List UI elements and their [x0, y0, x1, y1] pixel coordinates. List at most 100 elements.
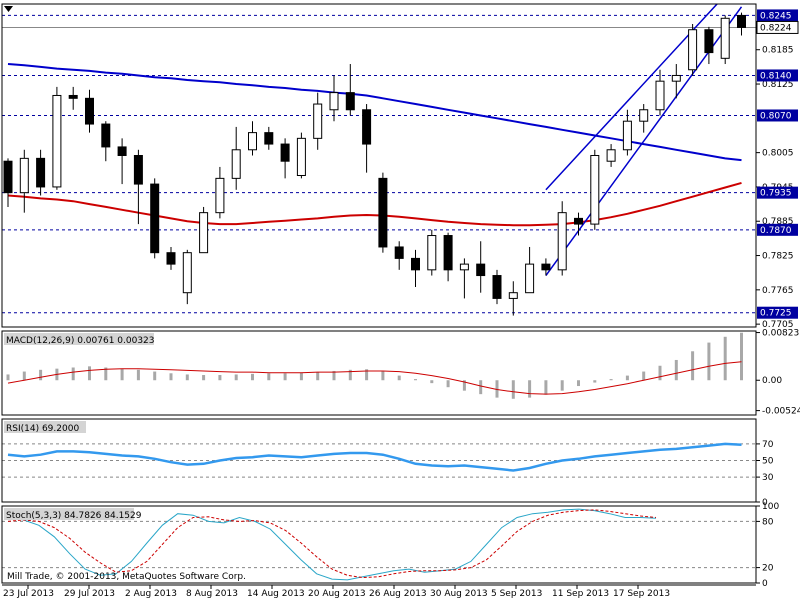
- candle-body: [52, 94, 62, 188]
- stoch-tick-label: 100: [762, 502, 779, 512]
- candle[interactable]: [166, 246, 176, 270]
- candle[interactable]: [541, 258, 551, 276]
- candle[interactable]: [508, 281, 518, 316]
- stoch-label: Stoch(5,3,3) 84.7826 84.1529: [6, 511, 142, 521]
- candle[interactable]: [215, 166, 225, 219]
- candle-body: [671, 74, 681, 82]
- candle-body: [182, 252, 192, 294]
- moving-average-blue: [7, 63, 742, 162]
- candle-body: [574, 217, 583, 225]
- candle[interactable]: [720, 15, 730, 65]
- candle[interactable]: [296, 132, 306, 179]
- candle[interactable]: [476, 241, 486, 293]
- candle-body: [508, 292, 518, 299]
- candle-body: [525, 263, 535, 294]
- triangle-down-icon[interactable]: [4, 6, 13, 12]
- candle[interactable]: [492, 269, 502, 305]
- candle-body: [68, 94, 78, 99]
- candle[interactable]: [133, 149, 143, 225]
- macd-tick-label: 0.00: [762, 376, 782, 386]
- candle[interactable]: [248, 121, 257, 156]
- candle[interactable]: [329, 75, 339, 122]
- price-tick-label: 0.8125: [762, 80, 794, 90]
- candle[interactable]: [345, 64, 355, 116]
- candle-body: [345, 92, 355, 111]
- main-pane-border: [1, 3, 757, 328]
- rsi-line: [7, 442, 742, 472]
- candle-body: [3, 160, 13, 194]
- candle[interactable]: [459, 258, 469, 299]
- candle[interactable]: [3, 158, 13, 207]
- candle-body: [248, 132, 257, 151]
- candle-body: [101, 123, 111, 148]
- candle[interactable]: [117, 138, 127, 185]
- price-tick-label: 0.7705: [762, 320, 794, 330]
- candle[interactable]: [525, 246, 535, 294]
- candle[interactable]: [394, 241, 404, 270]
- candle[interactable]: [150, 178, 160, 259]
- stoch-tick-label: 20: [762, 564, 774, 574]
- time-tick-label: 5 Sep 2013: [491, 589, 542, 599]
- candle[interactable]: [101, 121, 111, 162]
- candle[interactable]: [704, 26, 714, 65]
- candle[interactable]: [443, 232, 453, 282]
- candle[interactable]: [199, 206, 209, 254]
- stoch-tick-label: 80: [762, 517, 774, 527]
- candle[interactable]: [655, 69, 665, 116]
- candle[interactable]: [19, 149, 29, 213]
- candle[interactable]: [378, 172, 388, 253]
- candle[interactable]: [688, 24, 698, 76]
- time-tick-label: 20 Aug 2013: [308, 589, 366, 599]
- candle[interactable]: [313, 92, 323, 150]
- candle[interactable]: [639, 104, 649, 133]
- candle[interactable]: [85, 89, 94, 133]
- candle[interactable]: [737, 12, 746, 36]
- candle[interactable]: [590, 149, 600, 230]
- rsi-pane-border: [1, 418, 757, 503]
- level-label: 0.7870: [760, 226, 792, 236]
- candle-body: [557, 212, 567, 271]
- candle[interactable]: [606, 144, 616, 167]
- candle-body: [296, 137, 306, 177]
- stoch-label-box: [4, 508, 134, 520]
- candle[interactable]: [574, 212, 583, 236]
- candle[interactable]: [671, 64, 681, 99]
- level-label-box: [756, 20, 799, 34]
- candle[interactable]: [264, 126, 274, 150]
- candle-body: [720, 17, 730, 59]
- candle[interactable]: [557, 201, 567, 276]
- stoch-pane-border: [1, 505, 757, 584]
- time-tick-label: 14 Aug 2013: [247, 589, 305, 599]
- rsi-tick-label: 0: [762, 498, 768, 508]
- macd-pane-border: [1, 330, 757, 416]
- candle[interactable]: [622, 109, 632, 156]
- level-label: 0.8070: [760, 111, 792, 121]
- stoch-k-line: [7, 508, 657, 581]
- candle[interactable]: [36, 149, 46, 196]
- time-tick-label: 29 Jul 2013: [64, 589, 115, 599]
- candle[interactable]: [52, 86, 62, 190]
- candle-body: [36, 157, 46, 188]
- level-label-box: [757, 9, 798, 22]
- candle-body: [362, 109, 372, 145]
- level-label-box: [757, 223, 798, 236]
- candle[interactable]: [68, 86, 78, 110]
- candle[interactable]: [427, 229, 437, 276]
- copyright-text: Mill Trade, © 2001-2013, MetaQuotes Soft…: [7, 572, 246, 582]
- candle[interactable]: [231, 126, 241, 190]
- candle[interactable]: [411, 249, 420, 287]
- candle[interactable]: [362, 104, 372, 173]
- candle[interactable]: [182, 249, 192, 305]
- rsi-tick-label: 50: [762, 457, 774, 467]
- macd-label: MACD(12,26,9) 0.00761 0.00323: [6, 336, 155, 346]
- stoch-d-line: [7, 509, 657, 579]
- candle[interactable]: [280, 138, 290, 179]
- level-label-box: [757, 186, 798, 199]
- candle-body: [476, 263, 486, 277]
- macd-label-box: [4, 333, 154, 345]
- price-tick-label: 0.8185: [762, 46, 794, 56]
- candle-body: [231, 149, 241, 179]
